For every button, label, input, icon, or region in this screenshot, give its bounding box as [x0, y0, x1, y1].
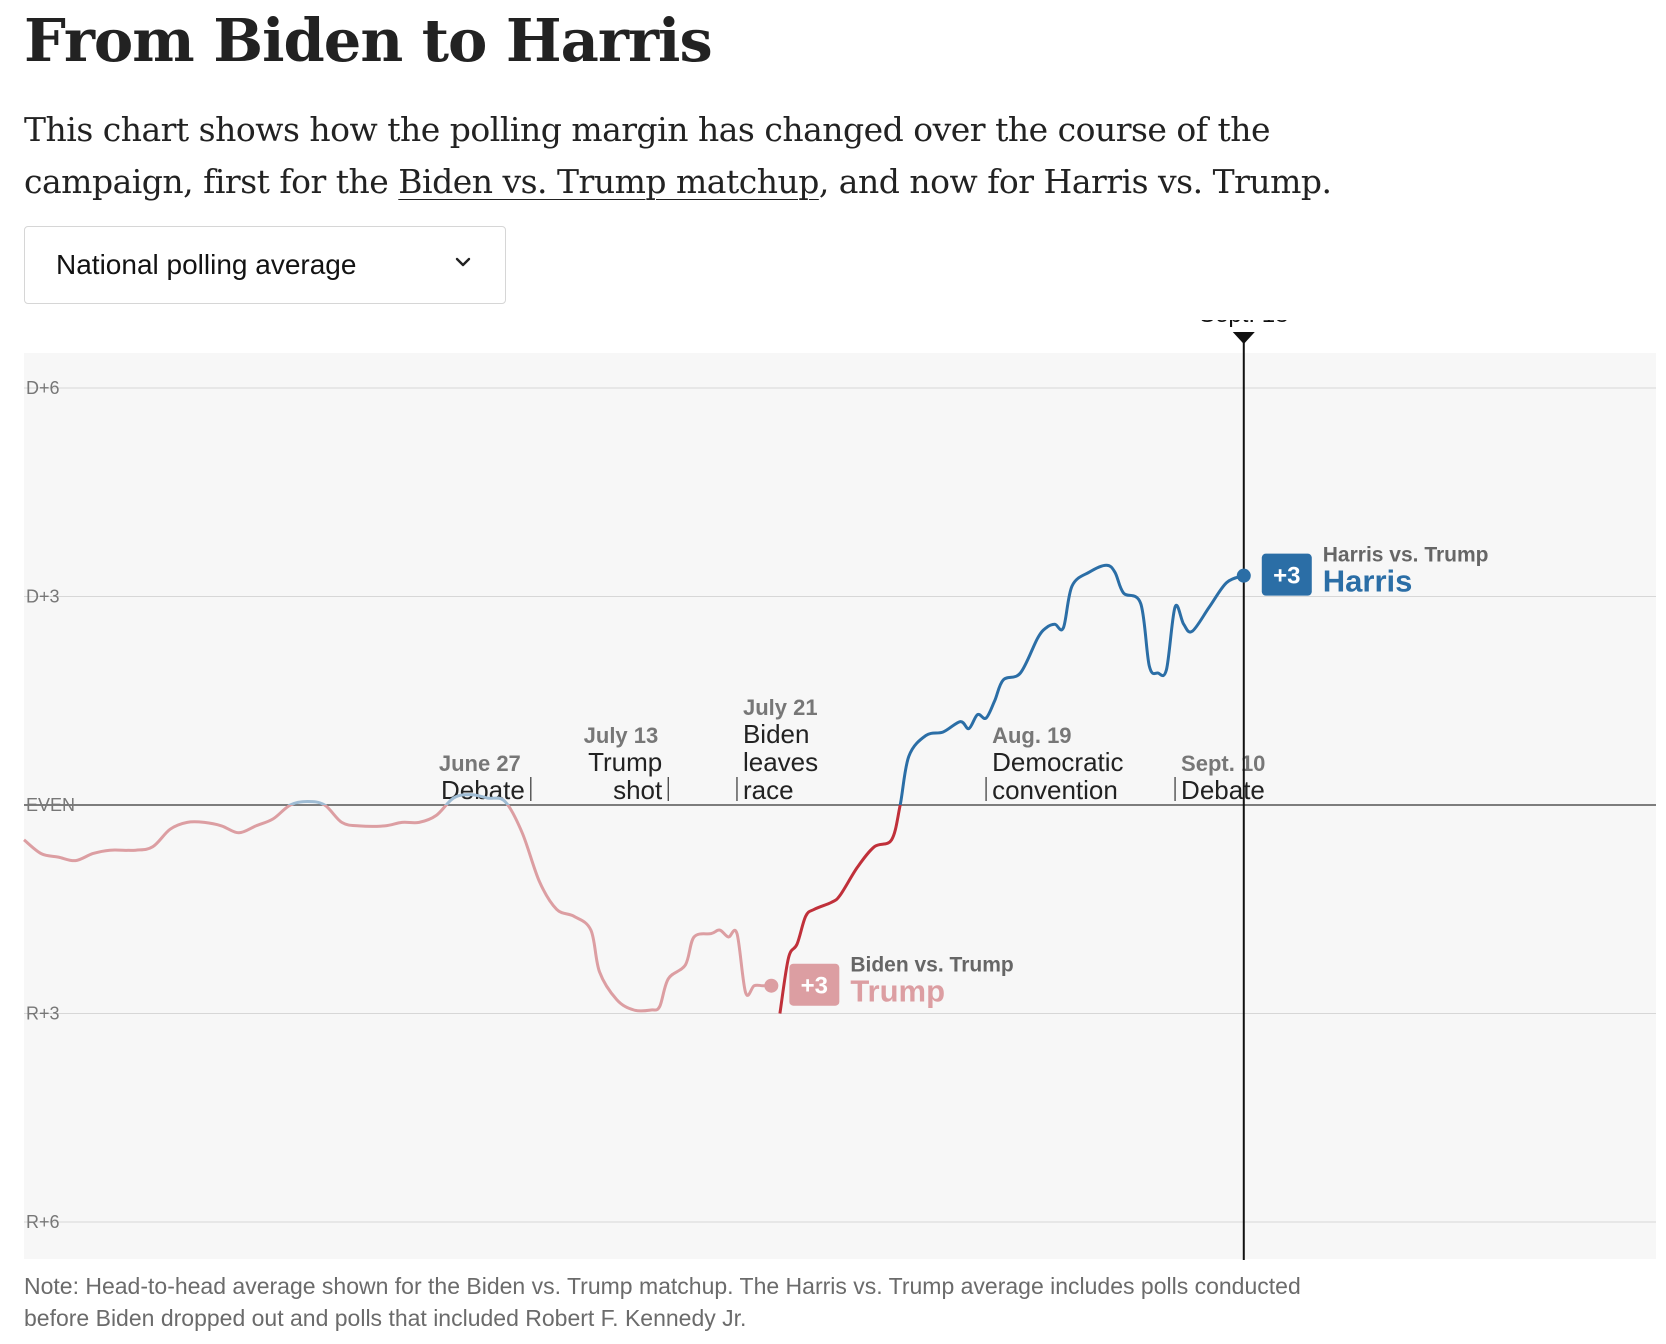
event-label: convention	[992, 775, 1118, 805]
event-label: Biden	[743, 719, 810, 749]
biden-vs-trump-series	[23, 793, 772, 1013]
series-line-above-even	[898, 563, 1245, 805]
dropdown-selected-value: National polling average	[56, 249, 357, 280]
event-label: shot	[613, 775, 663, 805]
leader-name-label: Trump	[850, 974, 945, 1009]
series-end-point	[1236, 568, 1251, 583]
y-gridlines	[24, 387, 1656, 1223]
biden-trump-matchup-link[interactable]: Biden vs. Trump matchup	[398, 162, 819, 201]
series-line-below-even	[778, 805, 902, 1014]
event-date-label: June 27	[439, 751, 521, 776]
y-tick-label: D+3	[26, 587, 60, 607]
series-name-label: Harris vs. Trump	[1323, 544, 1489, 567]
series-line-above-even	[287, 793, 510, 805]
subtitle-text-after: , and now for Harris vs. Trump.	[818, 162, 1332, 201]
series-line-below-even	[23, 805, 772, 1013]
chart-subtitle: This chart shows how the polling margin …	[24, 104, 1364, 208]
series-name-label: Biden vs. Trump	[850, 954, 1013, 977]
current-date-triangle	[1232, 332, 1255, 344]
series-end-point	[764, 978, 779, 993]
page-title: From Biden to Harris	[24, 6, 713, 75]
event-date-label: Sept. 10	[1181, 751, 1265, 776]
event-date-label: July 21	[743, 695, 818, 720]
chevron-down-icon[interactable]	[454, 256, 472, 268]
margin-badge-text: +3	[1273, 563, 1300, 590]
y-tick-label: EVEN	[26, 795, 75, 815]
leader-name-label: Harris	[1323, 564, 1413, 599]
margin-badge	[789, 963, 840, 1006]
event-label: Debate	[441, 775, 525, 805]
margin-badge-text: +3	[801, 973, 828, 1000]
event-label: Trump	[588, 747, 662, 777]
event-label: race	[743, 775, 794, 805]
event-label: Democratic	[992, 747, 1123, 777]
polling-average-dropdown[interactable]: National polling average	[24, 226, 506, 304]
subtitle-text-before: This chart shows how the polling margin …	[24, 110, 1271, 201]
y-tick-label: R+3	[26, 1004, 60, 1024]
margin-badge	[1261, 553, 1312, 596]
y-tick-label: R+6	[26, 1212, 60, 1232]
harris-vs-trump-series	[778, 563, 1245, 1014]
current-date-label: Sept. 18	[1199, 320, 1288, 328]
series-lines	[23, 563, 1245, 1014]
event-date-label: July 13	[584, 723, 659, 748]
y-tick-label: D+6	[26, 378, 60, 398]
event-date-label: Aug. 19	[992, 723, 1071, 748]
y-tick-labels: D+6 D+3 EVEN R+3 R+6	[26, 378, 75, 1232]
current-date-marker: Sept. 18	[1199, 320, 1288, 1260]
event-label: Debate	[1181, 775, 1265, 805]
chart-note: Note: Head-to-head average shown for the…	[24, 1273, 1301, 1331]
plot-area-background	[24, 353, 1656, 1259]
event-label: leaves	[743, 747, 818, 777]
